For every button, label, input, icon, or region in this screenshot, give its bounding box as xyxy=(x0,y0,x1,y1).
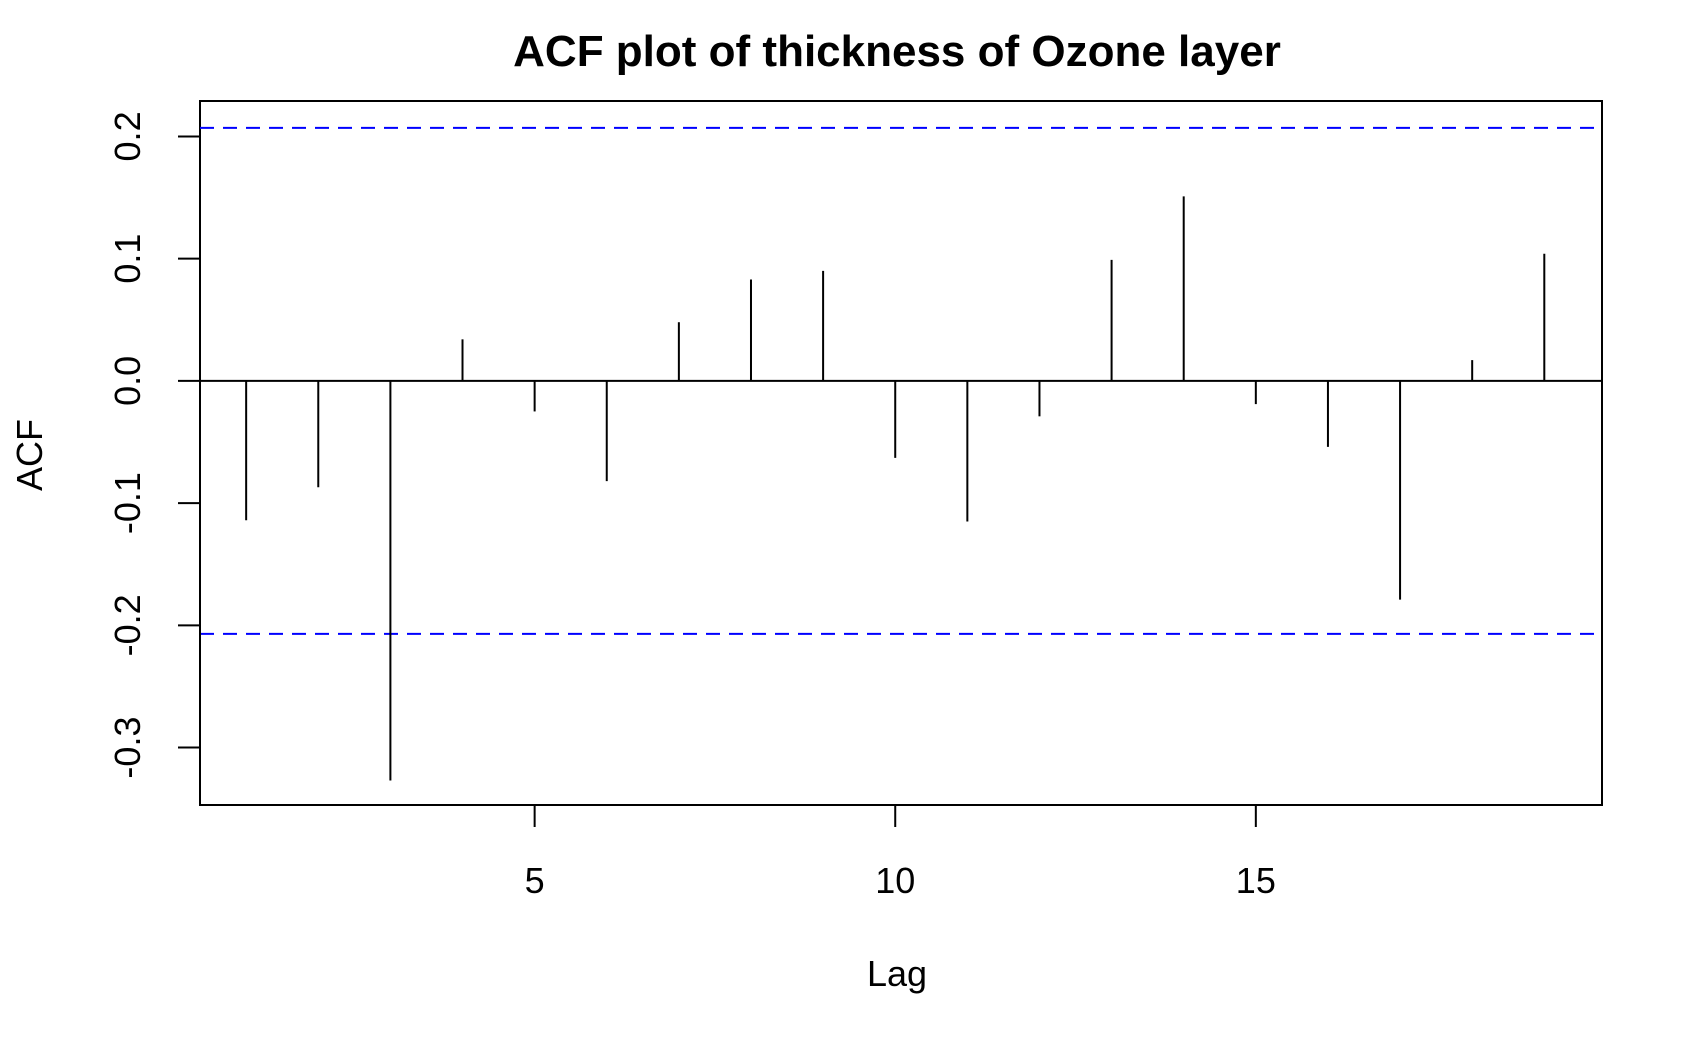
y-axis-label: ACF xyxy=(9,419,50,491)
x-tick-label: 10 xyxy=(875,860,915,901)
y-tick-label: -0.3 xyxy=(107,717,148,779)
y-tick-label: 0.2 xyxy=(107,111,148,161)
y-tick-label: 0.0 xyxy=(107,356,148,406)
x-tick-label: 15 xyxy=(1236,860,1276,901)
y-tick-label: -0.1 xyxy=(107,472,148,534)
x-axis-label: Lag xyxy=(867,953,927,994)
chart-title: ACF plot of thickness of Ozone layer xyxy=(513,27,1281,76)
plot-frame xyxy=(199,100,1603,806)
y-tick-label: -0.2 xyxy=(107,594,148,656)
x-tick-label: 5 xyxy=(525,860,545,901)
y-tick-label: 0.1 xyxy=(107,234,148,284)
